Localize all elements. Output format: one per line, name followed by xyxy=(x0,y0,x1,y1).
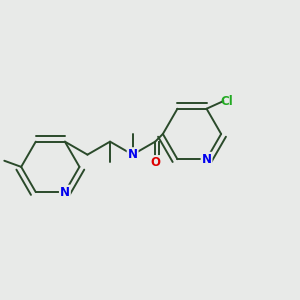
Text: O: O xyxy=(150,156,160,169)
Text: N: N xyxy=(60,186,70,199)
Text: N: N xyxy=(202,153,212,166)
Text: N: N xyxy=(128,148,138,161)
Text: Cl: Cl xyxy=(221,94,233,108)
